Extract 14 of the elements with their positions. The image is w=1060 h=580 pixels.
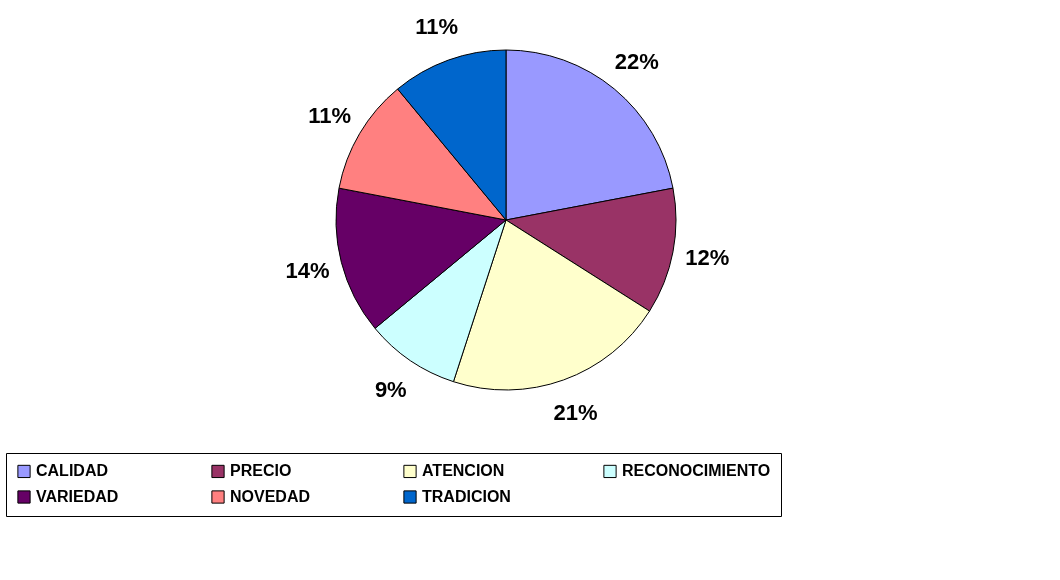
data-label: 11% xyxy=(308,102,351,128)
legend-label: CALIDAD xyxy=(36,462,108,480)
data-label: 14% xyxy=(285,257,330,283)
legend-label: NOVEDAD xyxy=(230,488,311,505)
data-label: 11% xyxy=(415,14,458,40)
data-label: 21% xyxy=(553,399,598,425)
legend-label: TRADICION xyxy=(422,488,511,505)
data-label: 12% xyxy=(685,245,730,271)
legend-label: RECONOCIMIENTO xyxy=(622,462,771,480)
legend-label: VARIEDAD xyxy=(36,488,119,505)
legend-label: PRECIO xyxy=(230,462,292,480)
legend-label: ATENCION xyxy=(422,462,505,480)
data-label: 9% xyxy=(374,376,407,402)
data-label: 22% xyxy=(614,49,659,75)
